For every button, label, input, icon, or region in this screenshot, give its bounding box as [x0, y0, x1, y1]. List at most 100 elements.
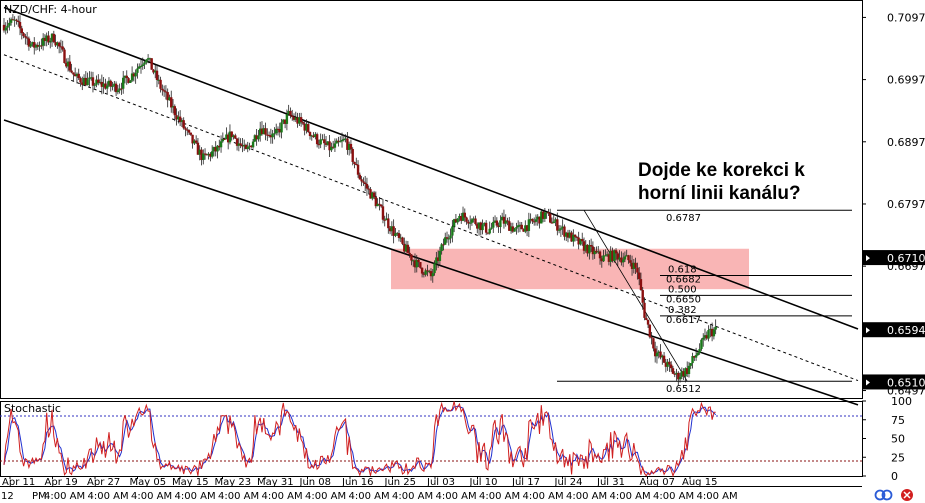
candle-body[interactable] — [70, 70, 73, 73]
candle-body[interactable] — [696, 352, 700, 356]
candle-body[interactable] — [41, 37, 45, 46]
candle-body[interactable] — [397, 233, 401, 238]
candle-body[interactable] — [129, 80, 132, 83]
candle-body[interactable] — [17, 20, 20, 23]
candle-body[interactable] — [333, 143, 337, 148]
candle-body[interactable] — [56, 42, 59, 46]
candle-body[interactable] — [89, 77, 93, 79]
candle-body[interactable] — [155, 70, 159, 80]
candle-body[interactable] — [340, 139, 344, 142]
candle-body[interactable] — [499, 220, 502, 228]
candle-body[interactable] — [360, 179, 363, 182]
candle-body[interactable] — [529, 218, 532, 220]
candle-body[interactable] — [98, 81, 102, 83]
candle-body[interactable] — [125, 75, 128, 79]
candle-body[interactable] — [33, 42, 36, 48]
candle-body[interactable] — [116, 90, 120, 93]
candle-body[interactable] — [178, 116, 182, 122]
candle-body[interactable] — [632, 262, 636, 269]
candle-body[interactable] — [609, 250, 612, 262]
candle-body[interactable] — [600, 258, 603, 262]
candle-body[interactable] — [662, 355, 666, 363]
candle-body[interactable] — [81, 82, 84, 85]
candle-body[interactable] — [319, 139, 322, 145]
candle-body[interactable] — [104, 83, 107, 89]
candle-body[interactable] — [629, 260, 632, 263]
candle-body[interactable] — [401, 237, 404, 244]
candle-body[interactable] — [524, 225, 527, 232]
candle-body[interactable] — [136, 68, 139, 73]
candle-body[interactable] — [328, 141, 331, 151]
candle-body[interactable] — [484, 222, 488, 233]
candle-body[interactable] — [607, 254, 611, 262]
candle-body[interactable] — [383, 219, 386, 221]
candle-body[interactable] — [500, 216, 504, 221]
candle-body[interactable] — [627, 255, 630, 261]
candle-body[interactable] — [404, 244, 408, 252]
candle-body[interactable] — [86, 79, 89, 86]
candle-body[interactable] — [525, 225, 529, 231]
candle-body[interactable] — [244, 144, 248, 149]
candle-body[interactable] — [556, 219, 559, 231]
candle-body[interactable] — [301, 122, 305, 124]
candle-body[interactable] — [392, 226, 395, 236]
candle-body[interactable] — [452, 219, 456, 227]
candle-body[interactable] — [419, 262, 422, 268]
candle-body[interactable] — [682, 371, 685, 377]
candle-body[interactable] — [508, 221, 511, 231]
candle-body[interactable] — [588, 245, 591, 254]
candle-body[interactable] — [266, 134, 269, 136]
candle-body[interactable] — [114, 83, 118, 93]
candle-body[interactable] — [344, 138, 347, 140]
candle-body[interactable] — [146, 58, 150, 60]
candle-body[interactable] — [522, 229, 525, 232]
candle-body[interactable] — [346, 138, 349, 150]
candle-body[interactable] — [276, 128, 280, 130]
candle-body[interactable] — [66, 61, 70, 67]
candle-body[interactable] — [431, 273, 434, 277]
candle-body[interactable] — [105, 85, 109, 89]
candle-body[interactable] — [49, 40, 52, 43]
candle-body[interactable] — [314, 134, 317, 138]
candle-body[interactable] — [520, 224, 523, 230]
candle-body[interactable] — [605, 254, 609, 256]
candle-body[interactable] — [88, 77, 91, 80]
candle-body[interactable] — [207, 153, 210, 156]
candle-body[interactable] — [230, 131, 233, 138]
candle-body[interactable] — [339, 141, 342, 143]
candle-body[interactable] — [317, 144, 321, 146]
candle-body[interactable] — [162, 90, 166, 92]
candle-body[interactable] — [509, 226, 513, 231]
candle-body[interactable] — [173, 106, 176, 116]
candle-body[interactable] — [298, 117, 301, 124]
candle-body[interactable] — [639, 279, 643, 291]
candle-body[interactable] — [54, 42, 57, 46]
candle-body[interactable] — [93, 84, 96, 86]
candle-body[interactable] — [709, 328, 712, 330]
candle-body[interactable] — [77, 73, 80, 79]
candle-body[interactable] — [641, 290, 644, 303]
candle-body[interactable] — [257, 135, 260, 140]
candle-body[interactable] — [237, 143, 241, 146]
candle-body[interactable] — [646, 319, 650, 325]
candle-body[interactable] — [669, 364, 673, 369]
candle-body[interactable] — [38, 45, 41, 47]
candle-body[interactable] — [111, 86, 114, 88]
candle-body[interactable] — [371, 192, 374, 199]
candle-body[interactable] — [374, 197, 378, 207]
candle-body[interactable] — [422, 273, 426, 275]
candle-body[interactable] — [45, 35, 48, 42]
candle-body[interactable] — [474, 218, 477, 225]
candle-body[interactable] — [549, 213, 552, 223]
candle-body[interactable] — [694, 355, 698, 358]
candle-body[interactable] — [515, 227, 518, 229]
candle-body[interactable] — [516, 225, 520, 228]
candle-body[interactable] — [707, 329, 710, 339]
candle-body[interactable] — [543, 212, 547, 219]
candle-body[interactable] — [193, 140, 196, 144]
candle-body[interactable] — [22, 33, 25, 37]
candle-body[interactable] — [424, 270, 427, 275]
candle-body[interactable] — [611, 250, 614, 261]
candle-body[interactable] — [323, 139, 326, 144]
candle-body[interactable] — [123, 75, 127, 78]
